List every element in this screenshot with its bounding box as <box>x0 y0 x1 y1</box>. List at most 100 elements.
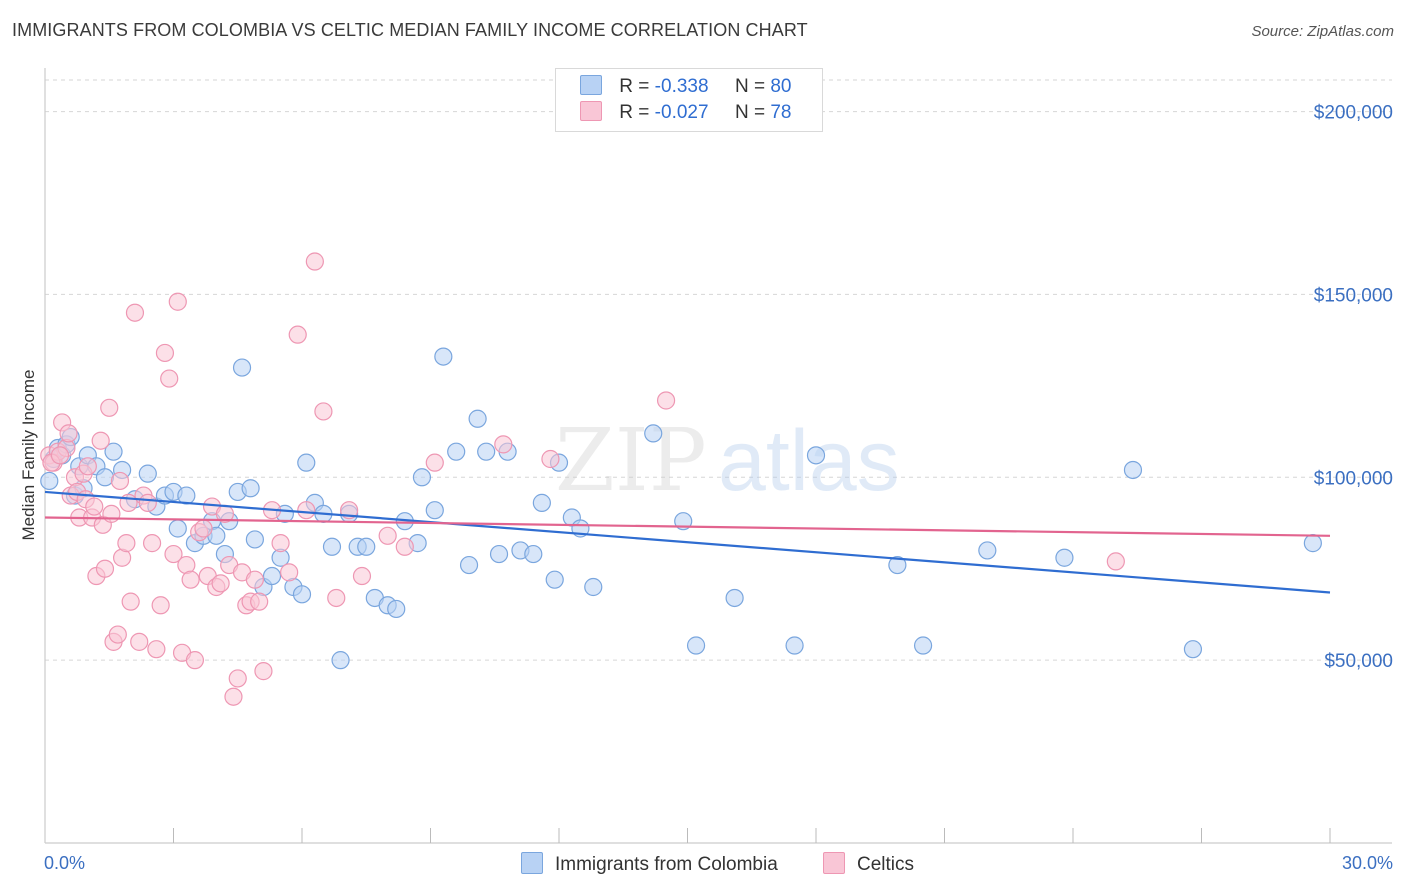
data-point-celtics <box>211 574 230 593</box>
y-tick-label: $150,000 <box>1314 285 1393 306</box>
data-point-colombia <box>888 555 907 575</box>
legend-row-celtics: R = -0.027 N = 78 <box>580 101 791 127</box>
watermark-zip: ZIP <box>555 411 707 511</box>
chart-title: IMMIGRANTS FROM COLOMBIA VS CELTIC MEDIA… <box>12 20 808 40</box>
data-point-colombia <box>232 358 252 377</box>
correlation-legend: R = -0.338 N = 80 R = -0.027 N = 78 <box>555 68 823 132</box>
legend-row-colombia: R = -0.338 N = 80 <box>580 75 791 101</box>
legend-n-value: 80 <box>770 76 792 97</box>
data-point-colombia <box>785 636 804 655</box>
bottom-legend-swatch-pink <box>823 852 845 874</box>
data-point-celtics <box>250 592 269 611</box>
data-point-celtics <box>494 435 513 454</box>
data-point-celtics <box>245 570 264 589</box>
data-point-celtics <box>425 453 444 472</box>
data-point-colombia <box>524 544 543 564</box>
legend-swatch-pink <box>580 101 602 121</box>
series-celtics-points <box>40 252 1125 706</box>
series-colombia-points <box>40 347 1322 670</box>
data-point-colombia <box>1123 460 1143 480</box>
data-point-colombia <box>447 442 466 461</box>
data-point-colombia <box>913 636 933 655</box>
data-point-celtics <box>314 402 333 421</box>
data-point-colombia <box>644 424 663 443</box>
data-point-celtics <box>100 398 119 417</box>
data-point-celtics <box>155 343 175 363</box>
data-point-colombia <box>104 442 123 461</box>
y-tick-label: $200,000 <box>1314 103 1393 124</box>
y-tick-label: $100,000 <box>1314 468 1393 489</box>
data-point-celtics <box>185 651 205 670</box>
data-point-colombia <box>95 468 115 487</box>
data-point-celtics <box>656 391 676 410</box>
data-point-colombia <box>322 537 342 556</box>
data-point-colombia <box>425 501 444 520</box>
data-point-colombia <box>489 544 509 564</box>
data-point-colombia <box>978 541 997 560</box>
y-axis-label: Median Family Income <box>19 369 38 540</box>
data-point-colombia <box>245 530 264 549</box>
data-point-celtics <box>378 526 397 545</box>
bottom-legend-celtics: Celtics <box>823 852 914 876</box>
data-point-colombia <box>1303 534 1322 553</box>
data-point-celtics <box>181 570 200 589</box>
data-point-celtics <box>352 566 372 586</box>
trend-line-celtics <box>44 516 1331 537</box>
data-point-celtics <box>125 303 145 322</box>
x-tick-label: 0.0% <box>44 853 85 873</box>
data-point-celtics <box>95 559 115 578</box>
legend-r-value: -0.338 <box>654 76 709 97</box>
bottom-legend-label: Immigrants from Colombia <box>555 854 778 875</box>
legend-n-value: 78 <box>770 102 792 123</box>
y-tick-label: $50,000 <box>1324 651 1393 672</box>
data-point-colombia <box>412 468 432 487</box>
legend-r-label: R = <box>619 76 650 97</box>
data-point-celtics <box>59 424 78 443</box>
data-point-celtics <box>50 446 70 465</box>
data-point-celtics <box>288 325 307 344</box>
data-point-colombia <box>532 493 551 512</box>
bottom-legend-colombia: Immigrants from Colombia <box>521 852 778 876</box>
data-point-celtics <box>327 588 346 608</box>
data-point-celtics <box>280 563 299 582</box>
data-point-colombia <box>725 588 744 608</box>
data-point-colombia <box>686 636 706 655</box>
data-point-colombia <box>584 577 603 597</box>
data-point-celtics <box>117 534 136 553</box>
trend-line-colombia <box>44 490 1331 594</box>
data-point-colombia <box>545 570 564 589</box>
watermark-atlas: atlas <box>718 413 900 509</box>
data-point-celtics <box>164 544 183 564</box>
source-credit: Source: ZipAtlas.com <box>1251 23 1394 40</box>
data-point-colombia <box>357 537 376 556</box>
legend-n-label: N = <box>734 76 766 97</box>
data-point-colombia <box>1183 640 1203 659</box>
data-point-celtics <box>110 471 130 491</box>
data-point-celtics <box>271 534 290 553</box>
data-point-celtics <box>142 534 162 553</box>
data-point-celtics <box>121 592 140 611</box>
legend-r-value: -0.027 <box>654 102 709 123</box>
data-point-colombia <box>468 409 487 428</box>
legend-n-label: N = <box>734 102 766 123</box>
watermark: ZIP atlas <box>555 411 900 511</box>
data-point-colombia <box>434 347 453 366</box>
legend-r-label: R = <box>619 102 650 123</box>
data-point-celtics <box>160 369 179 388</box>
data-point-celtics <box>78 457 97 476</box>
data-point-colombia <box>297 453 316 472</box>
data-point-celtics <box>147 640 166 659</box>
data-point-celtics <box>254 662 273 681</box>
data-point-celtics <box>91 431 110 450</box>
data-point-colombia <box>1055 548 1074 567</box>
data-point-colombia <box>138 464 157 483</box>
data-point-colombia <box>806 446 826 465</box>
data-point-colombia <box>262 566 282 586</box>
data-point-colombia <box>387 599 406 619</box>
data-point-celtics <box>541 449 560 469</box>
legend-swatch-blue <box>580 75 602 95</box>
data-point-colombia <box>331 651 350 670</box>
data-point-celtics <box>138 493 157 512</box>
data-point-celtics <box>130 632 149 651</box>
